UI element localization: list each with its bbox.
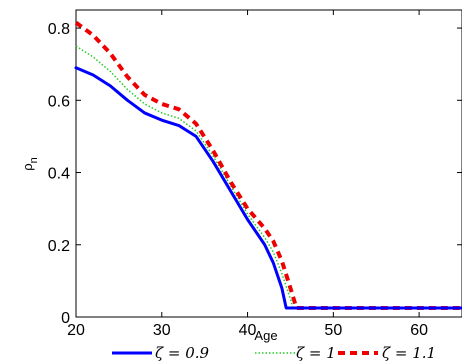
y-axis-label: ρn — [20, 157, 40, 171]
legend-label: ζ = 1 — [296, 344, 336, 362]
series-layer — [74, 21, 462, 310]
legend-label: ζ = 1.1 — [382, 344, 436, 362]
x-tick-label: 20 — [67, 322, 85, 339]
y-axis-label-sub: n — [28, 157, 40, 163]
x-tick-label: 50 — [324, 322, 342, 339]
x-tick-label: 60 — [410, 322, 428, 339]
x-tick-label: 40 — [239, 322, 257, 339]
y-tick-label: 0.6 — [48, 93, 70, 110]
y-tick-label: 0.4 — [48, 166, 70, 183]
legend-label: ζ = 0.9 — [155, 344, 210, 362]
y-tick-label: 0.8 — [48, 21, 70, 38]
y-tick-label: 0 — [61, 310, 70, 327]
y-axis-label-main: ρ — [20, 163, 35, 170]
y-tick-label: 0.2 — [48, 238, 70, 255]
tick-layer: 20 30 40 50 60 0 0.2 0.4 0.6 0.8 — [48, 10, 462, 339]
x-tick-label: 30 — [153, 322, 171, 339]
legend: ζ = 0.9 ζ = 1 ζ = 1.1 — [112, 344, 436, 362]
series-line-solid — [74, 66, 462, 310]
plot-area — [75, 9, 462, 318]
x-axis-label: Age — [254, 328, 277, 343]
